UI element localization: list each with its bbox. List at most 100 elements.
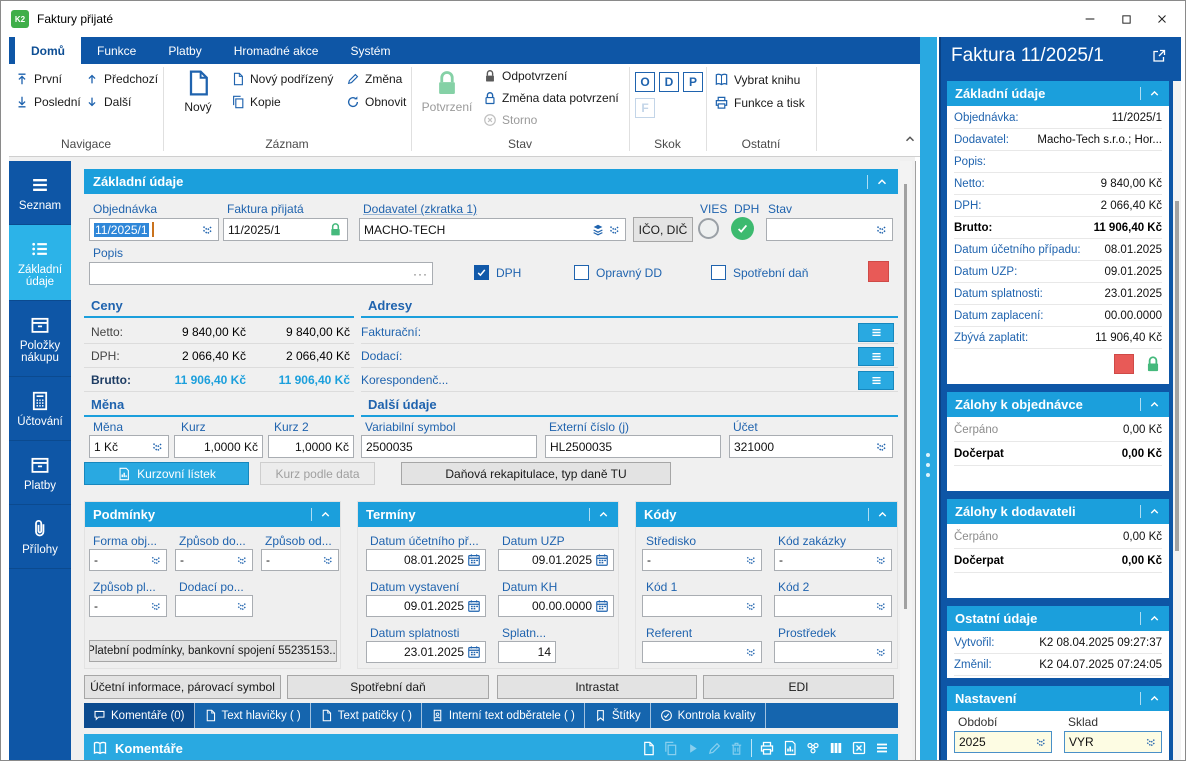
skok-f-button[interactable]: F bbox=[635, 98, 655, 118]
sidebar-item-prilohy[interactable]: Přílohy bbox=[9, 505, 71, 569]
popis-input[interactable]: ··· bbox=[89, 262, 433, 285]
dropdown-icon[interactable] bbox=[236, 554, 248, 566]
datum-uzp-input[interactable]: 09.01.2025 bbox=[498, 549, 614, 571]
collapse-section-button[interactable] bbox=[867, 174, 889, 189]
minimize-button[interactable] bbox=[1075, 7, 1105, 31]
sidebar-item-platby[interactable]: Platby bbox=[9, 441, 71, 505]
next-button[interactable]: Další bbox=[85, 95, 131, 109]
dropdown-icon[interactable] bbox=[875, 646, 887, 658]
first-button[interactable]: První bbox=[15, 72, 62, 86]
ribbon-tab-platby[interactable]: Platby bbox=[168, 43, 202, 58]
tab-interni-text[interactable]: Interní text odběratele ( ) bbox=[422, 703, 585, 728]
korespondencni-menu-button[interactable] bbox=[858, 371, 894, 390]
dropdown-icon[interactable] bbox=[201, 223, 214, 236]
datum-kh-input[interactable]: 00.00.0000 bbox=[498, 595, 614, 617]
change-button[interactable]: Změna bbox=[346, 72, 402, 86]
dodaci-po-input[interactable] bbox=[175, 595, 253, 617]
prostredek-input[interactable] bbox=[774, 641, 892, 663]
skok-o-button[interactable]: O bbox=[635, 72, 655, 92]
tab-text-hlavicky[interactable]: Text hlavičky ( ) bbox=[195, 703, 311, 728]
unconfirm-button[interactable]: Odpotvrzení bbox=[483, 69, 567, 83]
kod-1-input[interactable] bbox=[642, 595, 762, 617]
dph-checkbox[interactable]: DPH bbox=[474, 265, 521, 280]
dropdown-icon[interactable] bbox=[875, 440, 888, 453]
opravny-dd-checkbox[interactable]: Opravný DD bbox=[574, 265, 662, 280]
kod-2-input[interactable] bbox=[774, 595, 892, 617]
dropdown-icon[interactable] bbox=[151, 440, 164, 453]
dropdown-icon[interactable] bbox=[745, 554, 757, 566]
maximize-button[interactable] bbox=[1111, 7, 1141, 31]
collapse-section-button[interactable] bbox=[1140, 612, 1161, 625]
platebni-podminky-button[interactable]: Platební podmínky, bankovní spojení 5523… bbox=[89, 640, 337, 662]
ribbon-tab-system[interactable]: Systém bbox=[350, 43, 391, 58]
new-document-icon[interactable] bbox=[641, 741, 656, 756]
kurz2-input[interactable]: 1,0000 Kč bbox=[268, 435, 354, 458]
panel-scrollbar-thumb[interactable] bbox=[1175, 201, 1179, 551]
kurz-podle-data-button[interactable]: Kurz podle data bbox=[260, 462, 375, 485]
menu-icon[interactable] bbox=[874, 740, 890, 756]
panel-splitter[interactable] bbox=[920, 37, 937, 760]
panel-scrollbar[interactable] bbox=[1173, 81, 1181, 760]
zpusob-pl-input[interactable]: - bbox=[89, 595, 167, 617]
dropdown-icon[interactable] bbox=[608, 223, 621, 236]
confirm-button[interactable]: Potvrzení bbox=[419, 69, 475, 114]
play-icon[interactable] bbox=[685, 741, 700, 756]
copy-button[interactable]: Kopie bbox=[231, 95, 281, 109]
functions-print-button[interactable]: Funkce a tisk bbox=[714, 95, 805, 110]
dropdown-icon[interactable] bbox=[875, 554, 887, 566]
sklad-input[interactable]: VYR bbox=[1064, 731, 1162, 753]
spotrebni-dan-checkbox[interactable]: Spotřební daň bbox=[711, 265, 808, 280]
sidebar-item-seznam[interactable]: Seznam bbox=[9, 161, 71, 225]
datum-vystaveni-input[interactable]: 09.01.2025 bbox=[366, 595, 486, 617]
zpusob-do-input[interactable]: - bbox=[175, 549, 253, 571]
change-confirm-date-button[interactable]: Změna data potvrzení bbox=[483, 91, 619, 105]
ribbon-tab-domu[interactable]: Domů bbox=[15, 37, 81, 64]
externi-cislo-input[interactable]: HL2500035 bbox=[545, 435, 721, 458]
select-book-button[interactable]: Vybrat knihu bbox=[714, 72, 800, 87]
splatnost-input[interactable]: 14 bbox=[498, 641, 556, 663]
calendar-icon[interactable] bbox=[595, 599, 609, 613]
ellipsis-button[interactable]: ··· bbox=[413, 266, 428, 281]
dropdown-icon[interactable] bbox=[745, 600, 757, 612]
calendar-icon[interactable] bbox=[467, 645, 481, 659]
dropdown-icon[interactable] bbox=[150, 600, 162, 612]
intrastat-button[interactable]: Intrastat bbox=[497, 675, 697, 699]
dropdown-icon[interactable] bbox=[875, 223, 888, 236]
columns-icon[interactable] bbox=[828, 740, 844, 756]
kurz-input[interactable]: 1,0000 Kč bbox=[174, 435, 263, 458]
new-child-button[interactable]: Nový podřízený bbox=[231, 72, 333, 86]
main-scrollbar-thumb[interactable] bbox=[904, 184, 907, 609]
dropdown-icon[interactable] bbox=[322, 554, 334, 566]
sidebar-item-uctovani[interactable]: Účtování bbox=[9, 377, 71, 441]
cluster-icon[interactable] bbox=[805, 740, 821, 756]
external-link-icon[interactable] bbox=[1151, 48, 1167, 64]
tab-kontrola-kvality[interactable]: Kontrola kvality bbox=[651, 703, 766, 728]
dropdown-icon[interactable] bbox=[236, 600, 248, 612]
tab-text-paticky[interactable]: Text patičky ( ) bbox=[311, 703, 422, 728]
forma-obj-input[interactable]: - bbox=[89, 549, 167, 571]
sidebar-item-polozky-nakupu[interactable]: Položky nákupu bbox=[9, 301, 71, 377]
ribbon-tab-funkce[interactable]: Funkce bbox=[97, 43, 137, 58]
collapse-section-button[interactable] bbox=[1140, 692, 1161, 705]
variabilni-symbol-input[interactable]: 2500035 bbox=[361, 435, 537, 458]
referent-input[interactable] bbox=[642, 641, 762, 663]
ribbon-tab-hromadne-akce[interactable]: Hromadné akce bbox=[233, 43, 319, 58]
calendar-icon[interactable] bbox=[595, 553, 609, 567]
main-scrollbar[interactable] bbox=[900, 161, 912, 760]
dropdown-icon[interactable] bbox=[150, 554, 162, 566]
collapse-ribbon-button[interactable] bbox=[903, 132, 917, 146]
collapse-section-button[interactable] bbox=[589, 508, 610, 521]
fakturacni-menu-button[interactable] bbox=[858, 323, 894, 342]
last-button[interactable]: Poslední bbox=[15, 95, 81, 109]
printer-icon[interactable] bbox=[759, 740, 775, 756]
obdobi-input[interactable]: 2025 bbox=[954, 731, 1052, 753]
dodaci-menu-button[interactable] bbox=[858, 347, 894, 366]
mena-input[interactable]: 1 Kč bbox=[89, 435, 169, 458]
stav-input[interactable] bbox=[766, 218, 893, 241]
skok-d-button[interactable]: D bbox=[659, 72, 679, 92]
collapse-section-button[interactable] bbox=[868, 508, 889, 521]
collapse-section-button[interactable] bbox=[1140, 398, 1161, 411]
ico-dic-button[interactable]: IČO, DIČ bbox=[633, 217, 693, 242]
faktura-prijata-input[interactable]: 11/2025/1 bbox=[223, 218, 348, 241]
danova-rekapitulace-button[interactable]: Daňová rekapitulace, typ daně TU bbox=[401, 462, 671, 485]
